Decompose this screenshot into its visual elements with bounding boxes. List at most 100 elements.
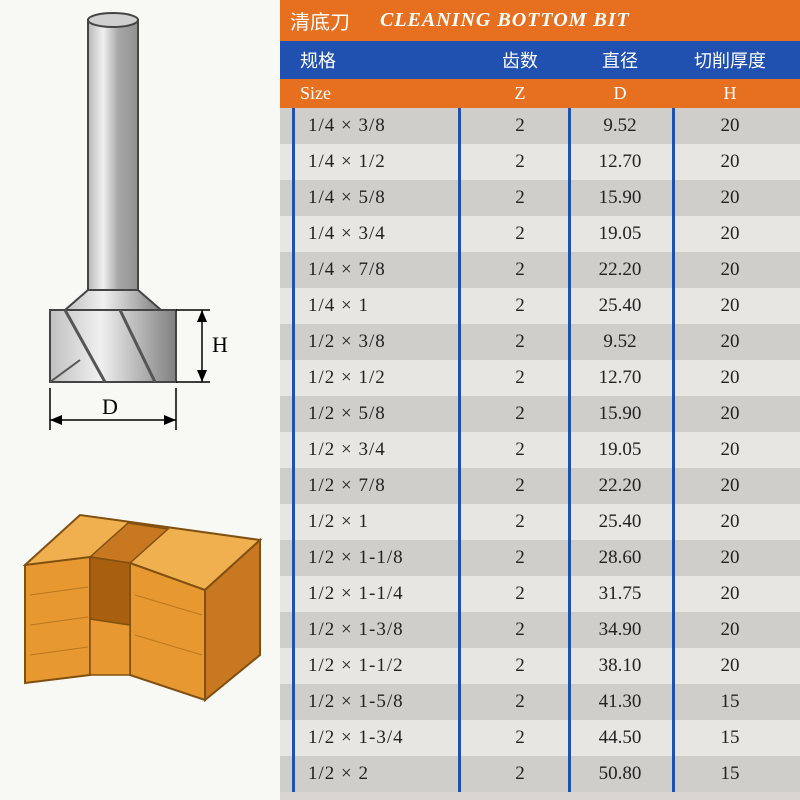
cell-size: 1/2 × 1-5/8 — [280, 691, 470, 713]
table-row: 1/2 × 5/8215.9020 — [280, 396, 800, 432]
cell-size: 1/2 × 1-3/8 — [280, 619, 470, 641]
column-separator — [292, 108, 295, 792]
cell-h: 20 — [670, 187, 790, 209]
cell-z: 2 — [470, 187, 570, 209]
cell-d: 50.80 — [570, 763, 670, 785]
cell-d: 19.05 — [570, 223, 670, 245]
table-row: 1/2 × 3/829.5220 — [280, 324, 800, 360]
cell-size: 1/4 × 5/8 — [280, 187, 470, 209]
cell-z: 2 — [470, 115, 570, 137]
left-diagram-pane: H D — [0, 0, 280, 800]
cell-h: 20 — [670, 367, 790, 389]
cell-d: 38.10 — [570, 655, 670, 677]
cell-h: 20 — [670, 547, 790, 569]
cell-z: 2 — [470, 763, 570, 785]
cell-size: 1/2 × 7/8 — [280, 475, 470, 497]
cell-h: 20 — [670, 259, 790, 281]
cell-z: 2 — [470, 295, 570, 317]
table-row: 1/4 × 3/4219.0520 — [280, 216, 800, 252]
cell-h: 20 — [670, 223, 790, 245]
table-row: 1/4 × 1/2212.7020 — [280, 144, 800, 180]
header-h-en: H — [670, 83, 790, 104]
table-row: 1/2 × 1-1/2238.1020 — [280, 648, 800, 684]
cell-z: 2 — [470, 259, 570, 281]
cell-d: 25.40 — [570, 511, 670, 533]
table-row: 1/2 × 1-5/8241.3015 — [280, 684, 800, 720]
header-row-english: Size Z D H — [280, 79, 800, 108]
header-z-en: Z — [470, 83, 570, 104]
header-z-cn: 齿数 — [470, 47, 570, 73]
cell-h: 20 — [670, 331, 790, 353]
cell-size: 1/2 × 1-3/4 — [280, 727, 470, 749]
cell-h: 15 — [670, 727, 790, 749]
cell-d: 41.30 — [570, 691, 670, 713]
header-h-cn: 切削厚度 — [670, 47, 790, 73]
cell-d: 12.70 — [570, 151, 670, 173]
cell-h: 20 — [670, 655, 790, 677]
cell-d: 9.52 — [570, 331, 670, 353]
cell-h: 20 — [670, 511, 790, 533]
table-row: 1/2 × 1/2212.7020 — [280, 360, 800, 396]
table-row: 1/4 × 1225.4020 — [280, 288, 800, 324]
table-row: 1/4 × 7/8222.2020 — [280, 252, 800, 288]
router-bit-diagram: H D — [10, 10, 270, 440]
cell-size: 1/2 × 1 — [280, 511, 470, 533]
cell-d: 12.70 — [570, 367, 670, 389]
cell-size: 1/2 × 1-1/2 — [280, 655, 470, 677]
header-row-chinese: 规格 齿数 直径 切削厚度 — [280, 41, 800, 79]
title-chinese: 清底刀 — [290, 6, 350, 35]
title-bar: 清底刀 CLEANING BOTTOM BIT — [280, 0, 800, 41]
column-separator — [458, 108, 461, 792]
cell-z: 2 — [470, 331, 570, 353]
cell-d: 34.90 — [570, 619, 670, 641]
header-d-cn: 直径 — [570, 47, 670, 73]
header-size-cn: 规格 — [280, 47, 470, 73]
cell-z: 2 — [470, 691, 570, 713]
cell-z: 2 — [470, 511, 570, 533]
cell-z: 2 — [470, 475, 570, 497]
cell-d: 22.20 — [570, 475, 670, 497]
cell-z: 2 — [470, 367, 570, 389]
cell-size: 1/4 × 3/4 — [280, 223, 470, 245]
cell-z: 2 — [470, 727, 570, 749]
cell-d: 31.75 — [570, 583, 670, 605]
cell-size: 1/2 × 1-1/8 — [280, 547, 470, 569]
cell-z: 2 — [470, 583, 570, 605]
spec-table-pane: 清底刀 CLEANING BOTTOM BIT 规格 齿数 直径 切削厚度 Si… — [280, 0, 800, 800]
table-row: 1/2 × 1-3/4244.5015 — [280, 720, 800, 756]
table-row: 1/4 × 5/8215.9020 — [280, 180, 800, 216]
cell-h: 20 — [670, 295, 790, 317]
cell-size: 1/2 × 1-1/4 — [280, 583, 470, 605]
cell-h: 15 — [670, 691, 790, 713]
cell-size: 1/2 × 3/4 — [280, 439, 470, 461]
cell-h: 20 — [670, 151, 790, 173]
cell-z: 2 — [470, 439, 570, 461]
cell-d: 15.90 — [570, 403, 670, 425]
cell-size: 1/4 × 3/8 — [280, 115, 470, 137]
header-d-en: D — [570, 83, 670, 104]
cell-z: 2 — [470, 403, 570, 425]
header-size-en: Size — [280, 83, 470, 104]
cell-h: 20 — [670, 583, 790, 605]
cell-size: 1/4 × 1/2 — [280, 151, 470, 173]
cell-h: 20 — [670, 403, 790, 425]
table-row: 1/2 × 1225.4020 — [280, 504, 800, 540]
cell-h: 20 — [670, 439, 790, 461]
cell-size: 1/2 × 5/8 — [280, 403, 470, 425]
cell-z: 2 — [470, 151, 570, 173]
cell-d: 22.20 — [570, 259, 670, 281]
table-row: 1/2 × 2250.8015 — [280, 756, 800, 792]
cell-d: 9.52 — [570, 115, 670, 137]
cell-d: 19.05 — [570, 439, 670, 461]
cell-size: 1/4 × 1 — [280, 295, 470, 317]
cell-h: 20 — [670, 619, 790, 641]
cell-z: 2 — [470, 223, 570, 245]
cell-d: 25.40 — [570, 295, 670, 317]
cell-d: 15.90 — [570, 187, 670, 209]
cell-z: 2 — [470, 619, 570, 641]
page-container: H D — [0, 0, 800, 800]
table-row: 1/2 × 7/8222.2020 — [280, 468, 800, 504]
cell-h: 15 — [670, 763, 790, 785]
cell-d: 28.60 — [570, 547, 670, 569]
table-body: 1/4 × 3/829.52201/4 × 1/2212.70201/4 × 5… — [280, 108, 800, 792]
